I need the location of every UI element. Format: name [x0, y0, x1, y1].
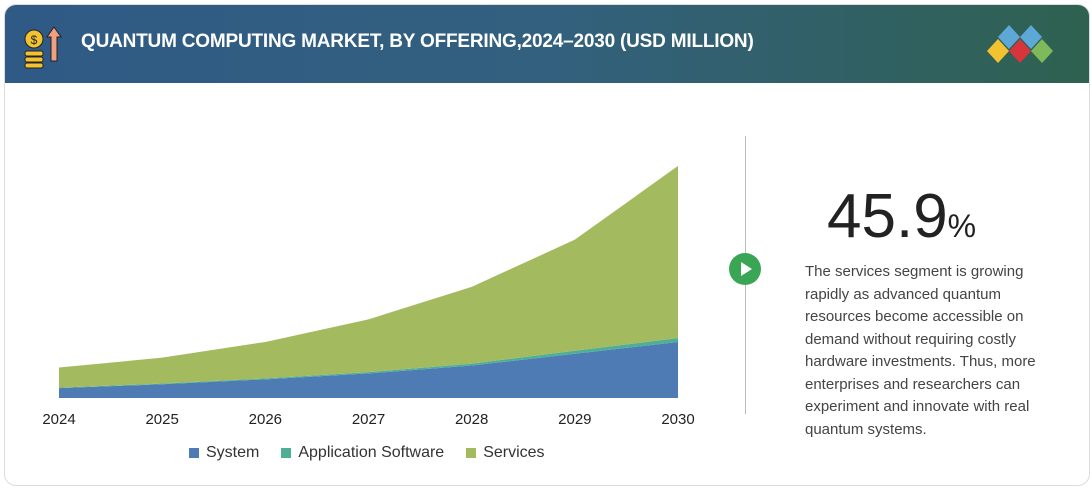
area-services [59, 165, 678, 388]
x-tick-label: 2025 [145, 411, 178, 428]
play-icon[interactable] [729, 253, 761, 285]
legend-swatch [189, 448, 199, 458]
growth-rate: 45.9% [827, 181, 976, 252]
legend-swatch [466, 448, 477, 458]
x-tick-label: 2028 [455, 411, 488, 428]
header-banner: $ QUANTUM COMPUTING MARKET, BY OFFERING,… [5, 5, 1089, 83]
growth-rate-unit: % [947, 208, 977, 244]
x-tick-label: 2029 [558, 411, 591, 428]
infographic-card: $ QUANTUM COMPUTING MARKET, BY OFFERING,… [4, 4, 1090, 486]
svg-text:$: $ [31, 33, 38, 47]
x-tick-label: 2026 [249, 411, 282, 428]
legend-label: Application Software [298, 444, 445, 461]
coins-growth-icon: $ [24, 26, 62, 69]
area-system [59, 341, 678, 398]
x-tick-label: 2024 [42, 411, 75, 428]
legend-label: System [206, 444, 260, 461]
stacked-area-chart: 2024 2025 2026 2027 2028 2029 2030 [42, 165, 695, 428]
growth-rate-value: 45.9 [827, 182, 948, 251]
chart-legend: System Application Software Services [189, 444, 545, 462]
chart-title: QUANTUM COMPUTING MARKET, BY OFFERING,20… [81, 31, 754, 52]
legend-swatch [281, 448, 292, 458]
legend-label: Services [483, 444, 545, 461]
x-tick-label: 2030 [661, 411, 694, 428]
legend-item: System [189, 444, 259, 462]
x-tick-label: 2027 [352, 411, 385, 428]
legend-item: Application Software [281, 444, 444, 462]
legend-item: Services [466, 444, 545, 462]
highlight-description: The services segment is growing rapidly … [805, 263, 1036, 438]
brand-logo-icon [987, 25, 1053, 63]
